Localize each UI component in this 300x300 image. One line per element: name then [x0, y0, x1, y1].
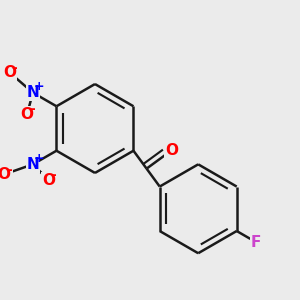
Text: N: N: [26, 85, 39, 100]
Text: F: F: [250, 235, 261, 250]
Text: -: -: [29, 102, 35, 116]
Text: -: -: [51, 168, 56, 182]
Text: -: -: [12, 61, 17, 75]
Text: N: N: [26, 157, 39, 172]
Text: +: +: [34, 80, 44, 93]
Text: O: O: [0, 167, 11, 182]
Text: O: O: [42, 172, 55, 188]
Text: O: O: [165, 143, 178, 158]
Text: O: O: [3, 65, 16, 80]
Text: -: -: [6, 163, 12, 177]
Text: +: +: [34, 152, 44, 164]
Text: O: O: [21, 106, 34, 122]
